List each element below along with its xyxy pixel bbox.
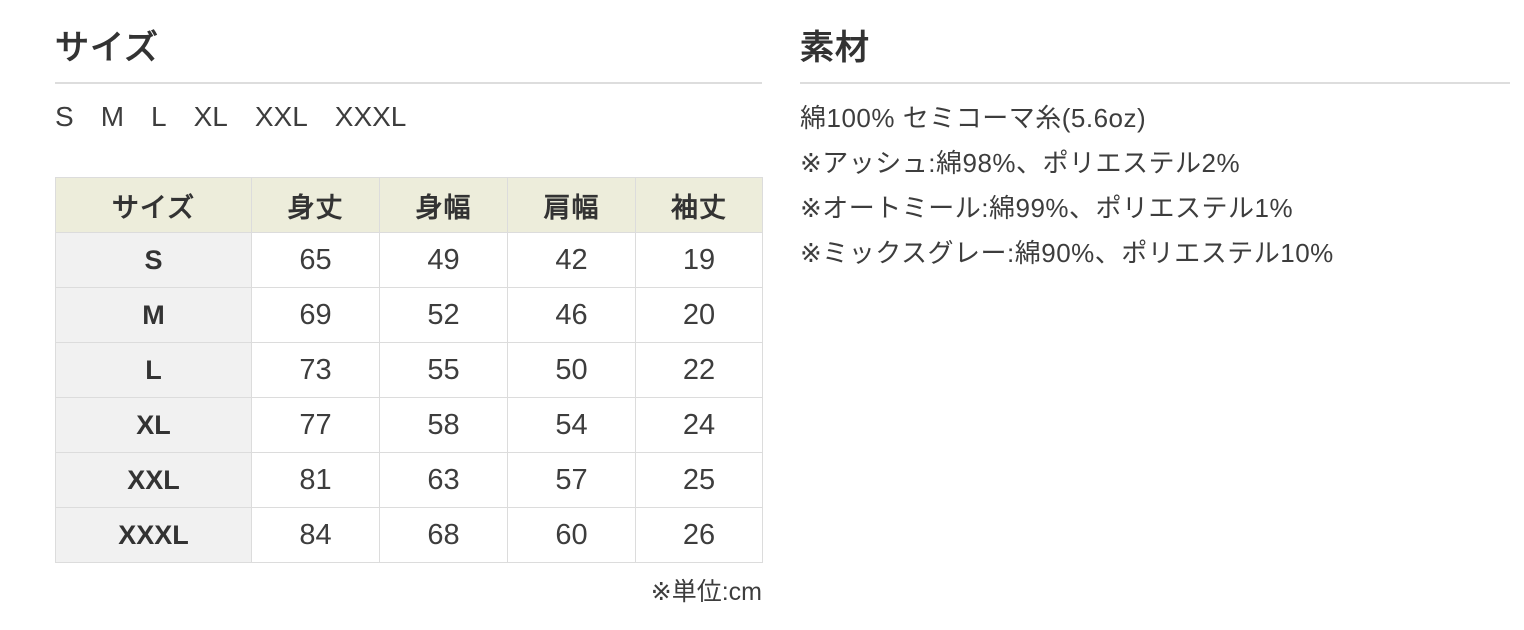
size-option: M (100, 101, 125, 133)
size-option: S (55, 101, 74, 133)
table-header-row: サイズ 身丈 身幅 肩幅 袖丈 (55, 177, 763, 234)
row-label: XL (55, 397, 252, 454)
cell-sleeve-length: 22 (635, 342, 763, 399)
col-header-size: サイズ (55, 177, 252, 234)
cell-sleeve-length: 24 (635, 397, 763, 454)
cell-sleeve-length: 25 (635, 452, 763, 509)
row-label: XXL (55, 452, 252, 509)
col-header-body-width: 身幅 (379, 177, 508, 234)
cell-body-width: 58 (379, 397, 508, 454)
size-option: XXXL (334, 101, 407, 133)
cell-body-length: 77 (251, 397, 380, 454)
cell-body-length: 65 (251, 232, 380, 289)
cell-shoulder-width: 57 (507, 452, 636, 509)
cell-shoulder-width: 50 (507, 342, 636, 399)
size-options-list: S M L XL XXL XXXL (55, 101, 762, 133)
row-label: S (55, 232, 252, 289)
material-note-mix-gray: ※ミックスグレー:綿90%、ポリエステル10% (800, 238, 1334, 269)
cell-body-length: 73 (251, 342, 380, 399)
table-row: S 65 49 42 19 (55, 232, 763, 289)
material-section-title: 素材 (800, 28, 1510, 85)
cell-body-length: 69 (251, 287, 380, 344)
row-label: XXXL (55, 507, 252, 564)
cell-shoulder-width: 54 (507, 397, 636, 454)
cell-body-width: 55 (379, 342, 508, 399)
size-section-title: サイズ (55, 28, 762, 85)
col-header-sleeve-length: 袖丈 (635, 177, 763, 234)
size-option: XL (193, 101, 228, 133)
cell-body-width: 68 (379, 507, 508, 564)
row-label: M (55, 287, 252, 344)
table-row: M 69 52 46 20 (55, 287, 763, 344)
table-row: XXXL 84 68 60 26 (55, 507, 763, 564)
cell-sleeve-length: 26 (635, 507, 763, 564)
table-row: XL 77 58 54 24 (55, 397, 763, 454)
table-row: L 73 55 50 22 (55, 342, 763, 399)
row-label: L (55, 342, 252, 399)
cell-body-width: 49 (379, 232, 508, 289)
cell-body-length: 84 (251, 507, 380, 564)
size-option: L (151, 101, 167, 133)
cell-shoulder-width: 60 (507, 507, 636, 564)
cell-sleeve-length: 20 (635, 287, 763, 344)
material-section: 素材 綿100% セミコーマ糸(5.6oz) ※アッシュ:綿98%、ポリエステル… (800, 28, 1510, 276)
size-section: サイズ S M L XL XXL XXXL サイズ 身丈 身幅 (55, 28, 763, 608)
cell-shoulder-width: 46 (507, 287, 636, 344)
size-chart-table: サイズ 身丈 身幅 肩幅 袖丈 S 65 49 42 19 M 69 (55, 177, 763, 564)
cell-body-width: 52 (379, 287, 508, 344)
unit-note: ※単位:cm (650, 578, 762, 607)
material-note-ash: ※アッシュ:綿98%、ポリエステル2% (800, 148, 1241, 179)
cell-body-width: 63 (379, 452, 508, 509)
material-note-oatmeal: ※オートミール:綿99%、ポリエステル1% (800, 193, 1294, 224)
size-option: XXL (254, 101, 308, 133)
col-header-shoulder-width: 肩幅 (507, 177, 636, 234)
cell-sleeve-length: 19 (635, 232, 763, 289)
material-main-line: 綿100% セミコーマ糸(5.6oz) (800, 103, 1147, 134)
table-row: XXL 81 63 57 25 (55, 452, 763, 509)
cell-shoulder-width: 42 (507, 232, 636, 289)
col-header-body-length: 身丈 (251, 177, 380, 234)
cell-body-length: 81 (251, 452, 380, 509)
material-lines: 綿100% セミコーマ糸(5.6oz) ※アッシュ:綿98%、ポリエステル2% … (800, 96, 1510, 276)
